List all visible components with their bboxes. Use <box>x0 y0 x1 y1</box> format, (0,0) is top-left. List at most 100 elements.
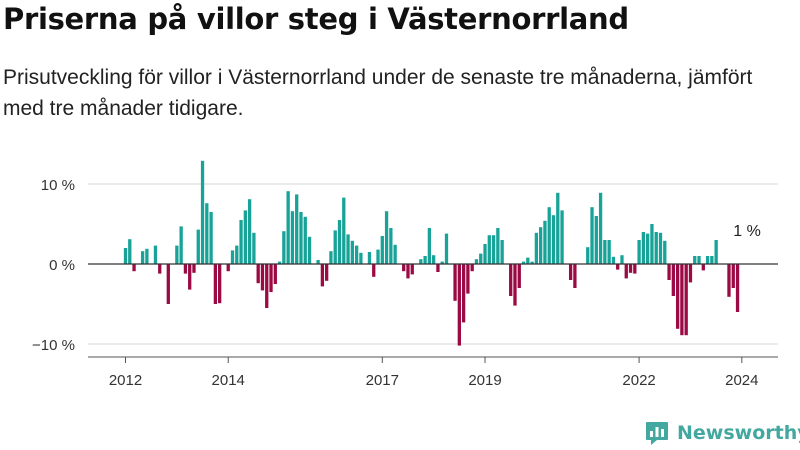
chart-subtitle: Prisutveckling för villor i Västernorrla… <box>3 66 753 120</box>
bar-chart: 10 % 0 % −10 % 2012 2014 2017 2019 2022 2024 1 … <box>32 160 778 389</box>
bar <box>616 264 620 270</box>
bar <box>295 194 299 264</box>
bar <box>333 230 337 264</box>
bar <box>611 256 616 264</box>
bar <box>680 264 684 336</box>
bar <box>603 240 607 264</box>
bar <box>140 251 145 264</box>
bar <box>307 236 312 264</box>
bar <box>633 264 637 274</box>
bar <box>479 253 483 264</box>
bar <box>123 248 128 264</box>
bar <box>247 199 252 264</box>
bar <box>213 264 218 304</box>
bar <box>389 228 393 264</box>
bar <box>260 264 265 291</box>
bar <box>470 264 474 272</box>
chart-title: Priserna på villor steg i Västernorrland <box>3 2 629 36</box>
bar <box>299 212 303 264</box>
bar <box>166 264 170 304</box>
bar <box>380 236 384 264</box>
y-tick-label: 10 % <box>41 177 75 194</box>
y-axis-labels: 10 % 0 % −10 % <box>32 177 75 354</box>
x-tick-label: 2017 <box>366 372 399 389</box>
bar <box>517 264 521 288</box>
x-tick-label: 2024 <box>725 372 758 389</box>
bar <box>487 235 491 264</box>
bar <box>158 264 162 274</box>
bar <box>290 211 295 264</box>
bar <box>325 264 329 281</box>
bar <box>598 192 603 264</box>
bar <box>474 259 479 264</box>
bar <box>654 232 658 264</box>
bar <box>513 264 517 306</box>
bar <box>153 245 158 264</box>
bar <box>436 264 440 272</box>
bar <box>521 261 526 264</box>
bar <box>483 244 487 264</box>
bar <box>697 256 701 264</box>
bar <box>530 261 534 264</box>
bar <box>684 264 688 336</box>
bar <box>183 264 188 274</box>
bar <box>230 250 235 264</box>
x-tick-label: 2022 <box>622 372 655 389</box>
bar <box>539 227 543 264</box>
bar <box>188 264 192 290</box>
bar <box>273 264 277 284</box>
bar <box>667 264 671 280</box>
bar <box>346 234 350 264</box>
bar <box>466 264 470 294</box>
bar <box>179 226 183 264</box>
brand-logo: Newsworthy <box>644 420 800 446</box>
bar <box>637 240 641 264</box>
bar <box>705 256 710 264</box>
bar <box>337 220 342 264</box>
bar <box>265 264 269 308</box>
latest-value-label: 1 % <box>733 223 761 240</box>
bar <box>235 245 239 264</box>
bar <box>286 191 290 264</box>
bar <box>641 232 646 264</box>
bar <box>423 256 427 264</box>
bar <box>282 231 286 264</box>
bar <box>376 249 380 264</box>
bar <box>196 229 200 264</box>
bar <box>192 264 196 273</box>
bar <box>586 247 590 264</box>
x-tick-label: 2019 <box>468 372 501 389</box>
bar <box>209 212 213 264</box>
bar <box>727 264 731 297</box>
brand-name: Newsworthy <box>677 422 800 444</box>
bar <box>509 264 513 296</box>
bar <box>556 192 560 264</box>
bar <box>543 220 547 264</box>
bar <box>410 264 414 275</box>
bar <box>269 264 273 292</box>
bar <box>573 264 577 288</box>
bar <box>393 244 397 264</box>
bar <box>624 264 628 279</box>
bar <box>500 240 504 264</box>
bar <box>620 255 624 264</box>
bar <box>496 228 500 264</box>
bar <box>350 240 354 264</box>
bar <box>534 232 539 264</box>
bar <box>710 256 714 264</box>
bar <box>526 257 530 264</box>
bar <box>547 207 551 264</box>
bar <box>444 233 449 264</box>
bar <box>128 239 132 264</box>
bar <box>440 261 444 264</box>
bar <box>568 264 573 280</box>
bar <box>205 203 209 264</box>
bar <box>607 240 611 264</box>
bar <box>175 245 179 264</box>
bar <box>688 264 693 283</box>
bar <box>457 264 461 346</box>
bar <box>256 264 260 284</box>
bar <box>402 264 406 272</box>
bar <box>342 197 346 264</box>
